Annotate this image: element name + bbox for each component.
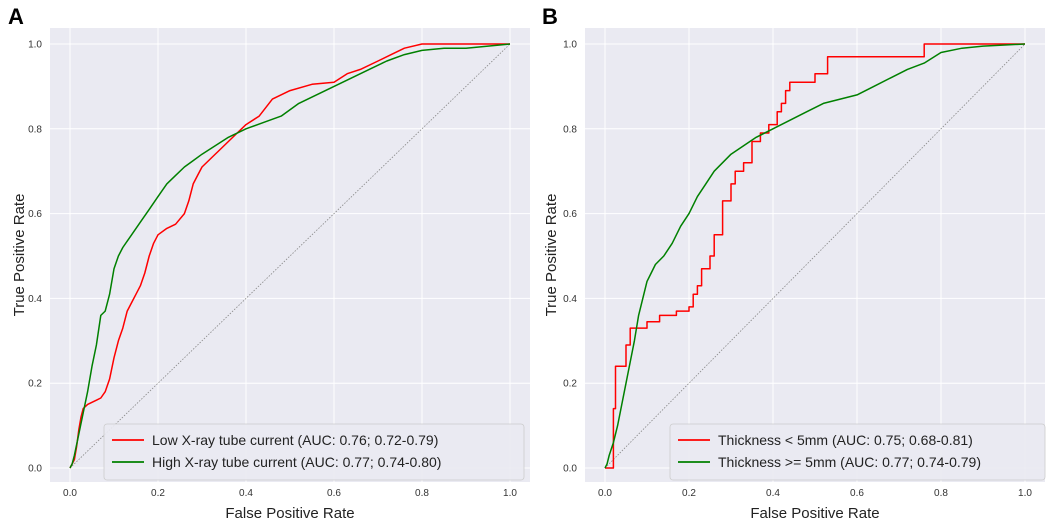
roc-curve-series-1	[605, 43, 1025, 469]
plot-background	[585, 28, 1045, 482]
legend-label-series-1: Low X-ray tube current (AUC: 0.76; 0.72-…	[152, 432, 438, 448]
y-tick-label: 1.0	[28, 40, 42, 51]
y-tick-label: 0.4	[563, 294, 577, 305]
x-tick-label: 0.4	[766, 488, 780, 499]
legend-box	[103, 423, 525, 481]
x-tick-label: 0.6	[327, 488, 341, 499]
chance-diagonal-line	[604, 43, 1026, 469]
legend-label-series-2: Thickness >= 5mm (AUC: 0.77; 0.74-0.79)	[718, 454, 981, 470]
x-axis-label: False Positive Rate	[225, 505, 354, 522]
chart-panel-b: B 0.0 0.2 0.4 0.6 0.8 1.0 0.0 0.2 0.4 0.6 0.8 1.0 Thi…	[542, 4, 1046, 522]
y-axis-label: True Positive Rate	[543, 194, 560, 317]
y-tick-label: 0.0	[563, 464, 577, 475]
y-tick-label: 0.2	[28, 379, 42, 390]
x-tick-label: 0.6	[850, 488, 864, 499]
x-axis-label: False Positive Rate	[750, 505, 879, 522]
x-tick-label: 1.0	[1018, 488, 1032, 499]
y-tick-label: 0.6	[563, 209, 577, 220]
y-tick-label: 0.8	[28, 124, 42, 135]
y-tick-label: 0.8	[563, 124, 577, 135]
y-tick-label: 0.2	[563, 379, 577, 390]
x-tick-label: 0.0	[63, 488, 77, 499]
legend: Low X-ray tube current (AUC: 0.76; 0.72-…	[103, 423, 525, 481]
roc-curve-series-2	[69, 43, 511, 469]
legend-box	[669, 423, 1046, 481]
panel-letter: B	[542, 4, 558, 29]
x-tick-label: 0.2	[151, 488, 165, 499]
legend-label-series-2: High X-ray tube current (AUC: 0.77; 0.74…	[152, 454, 441, 470]
y-axis-label: True Positive Rate	[11, 194, 28, 317]
plot-background	[50, 28, 530, 482]
y-tick-label: 0.6	[28, 209, 42, 220]
legend: Thickness < 5mm (AUC: 0.75; 0.68-0.81) Th…	[669, 423, 1046, 481]
y-tick-label: 0.4	[28, 294, 42, 305]
x-tick-label: 1.0	[503, 488, 517, 499]
y-tick-label: 1.0	[563, 40, 577, 51]
y-tick-label: 0.0	[28, 464, 42, 475]
panel-letter: A	[8, 4, 24, 29]
x-tick-label: 0.4	[239, 488, 253, 499]
legend-label-series-1: Thickness < 5mm (AUC: 0.75; 0.68-0.81)	[718, 432, 973, 448]
roc-curve-series-2	[604, 43, 1026, 469]
x-tick-label: 0.2	[682, 488, 696, 499]
x-tick-label: 0.8	[415, 488, 429, 499]
roc-curve-series-1	[69, 43, 510, 469]
x-tick-label: 0.0	[598, 488, 612, 499]
chart-panel-a: A 0.0 0.2 0.4 0.6 0.8 1.0 0.0 0.2 0.4 0.6 0.8 1.0 Low…	[8, 4, 530, 522]
x-tick-label: 0.8	[934, 488, 948, 499]
